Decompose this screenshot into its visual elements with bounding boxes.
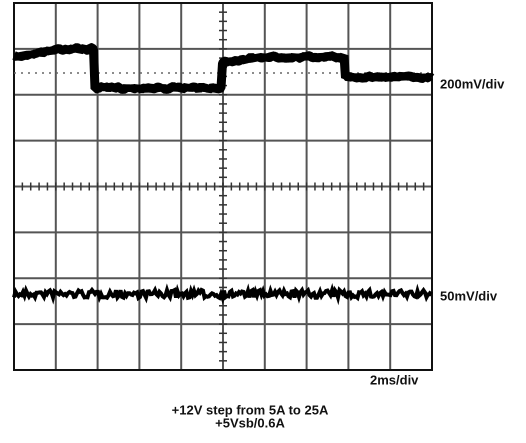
ch2-scale-label: 50mV/div xyxy=(440,288,498,303)
ch1-trace xyxy=(12,43,435,94)
caption-line-1: +12V step from 5A to 25A xyxy=(172,402,329,417)
graticule xyxy=(13,2,433,371)
traces xyxy=(12,43,435,306)
caption-line-2: +5Vsb/0.6A xyxy=(215,415,285,430)
ch2-trace xyxy=(12,282,433,306)
screen-border xyxy=(13,2,433,371)
ch1-scale-label: 200mV/div xyxy=(440,76,505,91)
time-scale-label: 2ms/div xyxy=(370,372,419,387)
